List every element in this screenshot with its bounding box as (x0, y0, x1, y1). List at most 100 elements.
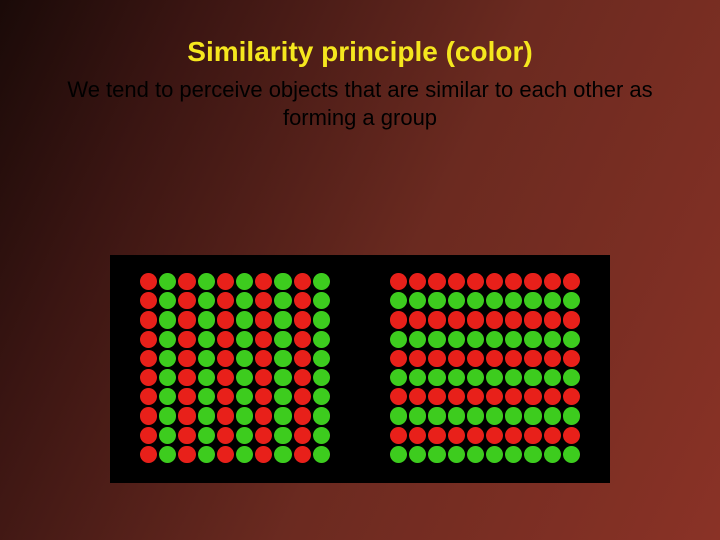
dot (140, 388, 157, 405)
dot (217, 273, 234, 290)
dot (255, 369, 272, 386)
dot (217, 407, 234, 424)
dot (505, 388, 522, 405)
dot (217, 350, 234, 367)
dot (140, 311, 157, 328)
dot (524, 427, 541, 444)
dot (428, 369, 445, 386)
dot-grid-rows (390, 273, 580, 463)
dot (467, 388, 484, 405)
dot (390, 446, 407, 463)
dot (178, 273, 195, 290)
dot (140, 369, 157, 386)
dot (294, 407, 311, 424)
dot (140, 427, 157, 444)
dot (524, 331, 541, 348)
dot (159, 407, 176, 424)
dot (313, 311, 330, 328)
dot (467, 427, 484, 444)
dot (428, 446, 445, 463)
slide: Similarity principle (color) We tend to … (0, 0, 720, 540)
dot (409, 446, 426, 463)
dot (159, 350, 176, 367)
dot (390, 388, 407, 405)
dot (524, 273, 541, 290)
dot (255, 331, 272, 348)
dot (505, 427, 522, 444)
dot (159, 388, 176, 405)
dot (294, 388, 311, 405)
dot (294, 446, 311, 463)
dot (294, 331, 311, 348)
dot (390, 350, 407, 367)
dot (236, 292, 253, 309)
dot (467, 311, 484, 328)
dot (274, 350, 291, 367)
dot (140, 292, 157, 309)
dot (294, 311, 311, 328)
dot (505, 350, 522, 367)
dot (217, 292, 234, 309)
dot (486, 388, 503, 405)
dot (467, 369, 484, 386)
dot (159, 446, 176, 463)
dot (159, 311, 176, 328)
dot (255, 292, 272, 309)
dot (524, 350, 541, 367)
dot (140, 331, 157, 348)
dot (563, 427, 580, 444)
dot (448, 427, 465, 444)
dot (217, 331, 234, 348)
dot (505, 273, 522, 290)
dot (486, 273, 503, 290)
dot (236, 427, 253, 444)
dot (294, 273, 311, 290)
dot (428, 292, 445, 309)
dot (544, 350, 561, 367)
dot (274, 407, 291, 424)
dot (448, 311, 465, 328)
slide-title: Similarity principle (color) (0, 0, 720, 68)
dot (467, 273, 484, 290)
dot (236, 388, 253, 405)
dot (524, 446, 541, 463)
dot (198, 311, 215, 328)
dot (198, 273, 215, 290)
dot (544, 407, 561, 424)
dot (198, 388, 215, 405)
dot (255, 350, 272, 367)
dot (217, 369, 234, 386)
dot (178, 446, 195, 463)
dot (313, 331, 330, 348)
dot (274, 446, 291, 463)
dot (217, 388, 234, 405)
dot (563, 273, 580, 290)
dot (159, 292, 176, 309)
dot (524, 311, 541, 328)
dot (448, 331, 465, 348)
dot (390, 407, 407, 424)
dot (448, 407, 465, 424)
dot (524, 407, 541, 424)
dot (313, 427, 330, 444)
dot (409, 350, 426, 367)
dot (178, 388, 195, 405)
dot (390, 273, 407, 290)
dot (467, 446, 484, 463)
dot (274, 292, 291, 309)
dot (178, 427, 195, 444)
dot (563, 292, 580, 309)
dot (505, 311, 522, 328)
dot (217, 311, 234, 328)
dot (505, 369, 522, 386)
dot (159, 331, 176, 348)
dot (505, 331, 522, 348)
dot (486, 292, 503, 309)
dot (198, 407, 215, 424)
dot (294, 427, 311, 444)
dot (274, 331, 291, 348)
dot (313, 407, 330, 424)
dot (544, 273, 561, 290)
dot (390, 369, 407, 386)
dot (255, 407, 272, 424)
